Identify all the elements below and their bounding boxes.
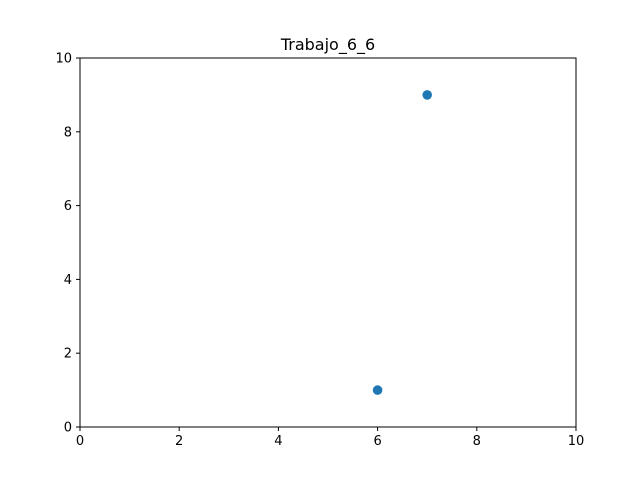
axes-frame (79, 57, 577, 428)
x-tick-label: 8 (473, 434, 481, 449)
x-tick-label: 10 (568, 434, 585, 449)
y-tick-label: 8 (64, 125, 72, 140)
y-tick-label: 6 (64, 199, 72, 214)
x-tick-label: 4 (274, 434, 282, 449)
data-point (422, 90, 433, 100)
y-tick-label: 4 (64, 273, 72, 288)
x-tick-label: 0 (76, 434, 84, 449)
y-tick-label: 2 (64, 347, 72, 362)
y-tick-label: 10 (55, 52, 72, 67)
chart-title: Trabajo_6_6 (280, 35, 375, 55)
y-tick-label: 0 (64, 421, 72, 436)
plot-area: 0 2 4 6 8 10 0 2 4 6 8 10 (55, 52, 584, 450)
x-tick-label: 2 (175, 434, 183, 449)
x-tick-label: 6 (373, 434, 381, 449)
data-point (372, 385, 383, 395)
